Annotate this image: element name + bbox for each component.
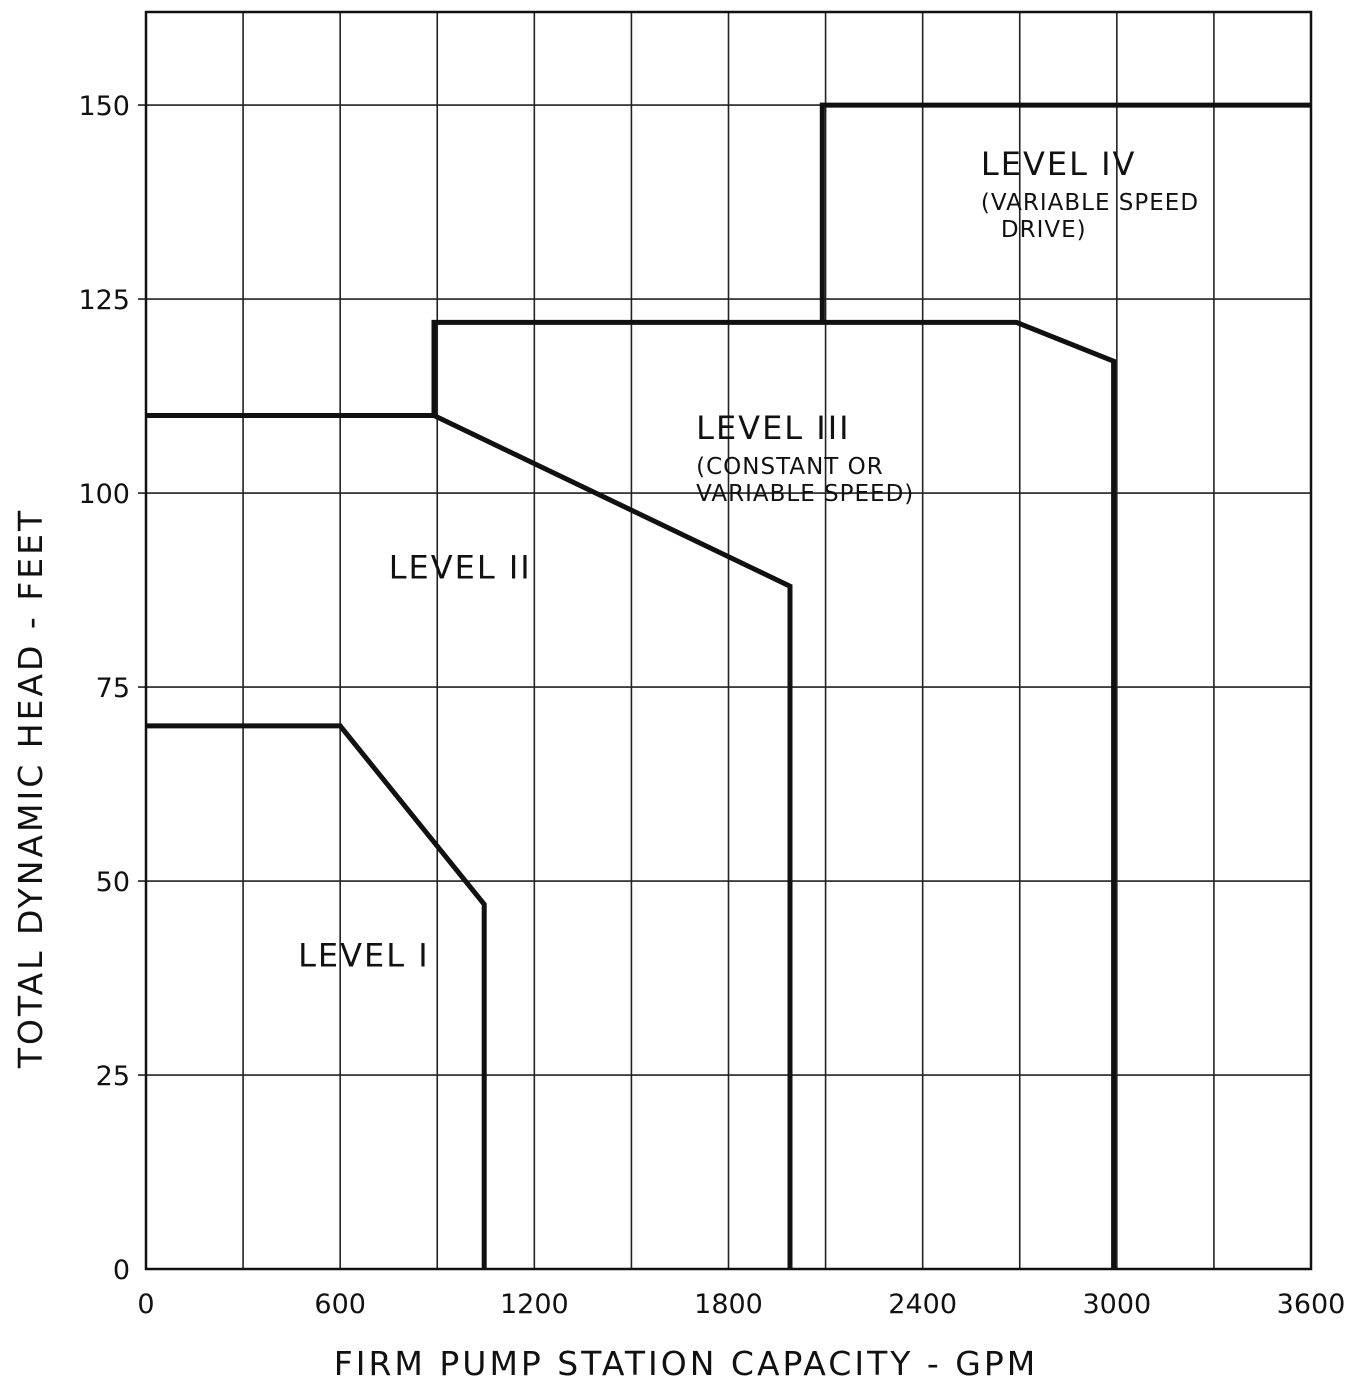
x-tick-label: 2400 (888, 1289, 957, 1320)
plot-frame (144, 10, 1313, 1271)
boundary-line-3 (431, 319, 1117, 1269)
level2-label-line-1: LEVEL II (389, 548, 532, 586)
x-tick-label: 3600 (1277, 1289, 1346, 1320)
level1-label-line-1: LEVEL I (298, 936, 430, 974)
y-axis-title: TOTAL DYNAMIC HEAD - FEET (11, 508, 50, 1069)
boundary-line-4 (819, 102, 1311, 323)
y-tick-label: 125 (78, 285, 130, 316)
x-tick-label: 1200 (500, 1289, 569, 1320)
y-tick-labels: 0 25 50 75 100 125 150 (78, 91, 130, 1286)
x-tick-labels: 0 600 1200 1800 2400 3000 3600 (137, 1289, 1345, 1320)
level-boundary-lines (146, 102, 1311, 1269)
level4-label-line-2: (VARIABLE SPEED (981, 190, 1199, 216)
level4-label-line-3: DRIVE) (1001, 217, 1087, 243)
level3-label-line-1: LEVEL III (696, 409, 850, 447)
boundary-line-1 (146, 723, 487, 1269)
y-tick-label: 150 (78, 91, 130, 122)
y-tick-label: 100 (78, 479, 130, 510)
x-axis-title: FIRM PUMP STATION CAPACITY - GPM (334, 1344, 1038, 1383)
y-tick-label: 0 (113, 1255, 130, 1286)
y-tick-label: 50 (96, 867, 130, 898)
y-tick-label: 25 (96, 1061, 130, 1092)
level3-label-line-3: VARIABLE SPEED) (696, 481, 914, 507)
x-tick-label: 1800 (694, 1289, 763, 1320)
level4-label-line-1: LEVEL IV (981, 145, 1136, 183)
level-annotations: LEVEL I LEVEL II LEVEL III (CONSTANT ORVARI… (298, 145, 1199, 974)
y-tick-label: 75 (96, 673, 130, 704)
boundary-line-2 (146, 413, 793, 1269)
x-tick-label: 3000 (1082, 1289, 1151, 1320)
x-tick-label: 600 (314, 1289, 366, 1320)
level3-label-line-2: (CONSTANT OR (696, 454, 884, 480)
x-tick-label: 0 (137, 1289, 154, 1320)
